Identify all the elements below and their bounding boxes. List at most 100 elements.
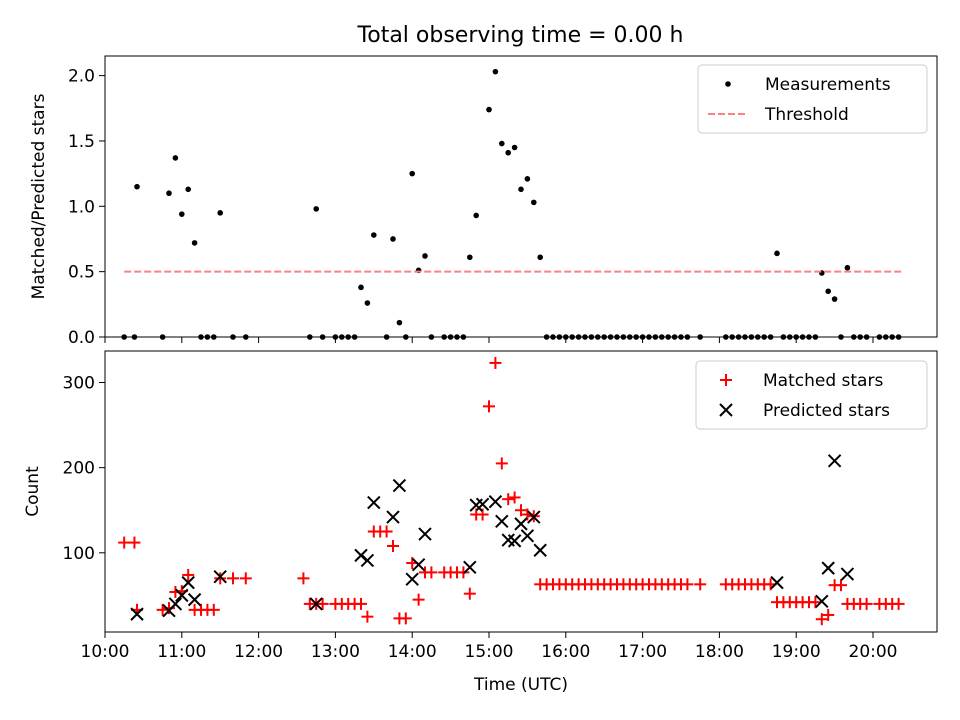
y-tick-label: 1.5: [68, 132, 95, 152]
matched-stars-point: [399, 612, 412, 625]
matched-stars-point: [380, 525, 393, 538]
predicted-stars-point: [367, 495, 381, 510]
legend-predicted-marker: [719, 403, 733, 417]
measurement-point: [217, 210, 223, 216]
matched-stars-point: [214, 572, 227, 585]
predicted-stars-point: [175, 588, 189, 603]
bottom-x-axis-label: Time (UTC): [473, 675, 568, 695]
predicted-stars-point: [168, 597, 183, 611]
measurement-point: [422, 253, 428, 259]
measurement-point: [518, 186, 524, 193]
predicted-stars-point: [213, 569, 227, 584]
predicted-stars-point: [187, 592, 202, 607]
matched-stars-point: [463, 587, 476, 600]
matched-stars-point: [835, 579, 847, 592]
matched-stars-point: [508, 491, 521, 504]
predicted-stars-point: [827, 454, 842, 468]
predicted-stars-point: [520, 529, 535, 543]
measurement-point: [364, 300, 371, 306]
y-tick-label: 300: [63, 374, 95, 394]
predicted-stars-point: [405, 572, 419, 586]
measurement-point: [524, 176, 531, 182]
matched-stars-point: [860, 597, 873, 610]
bottom-y-axis-label: Count: [23, 466, 43, 517]
measurement-point: [166, 190, 172, 197]
y-tick-label: 2.0: [68, 67, 95, 87]
legend-measurements-label: Measurements: [765, 75, 891, 95]
top-panel-frame: [104, 55, 938, 338]
matched-stars-point: [361, 610, 374, 623]
x-tick-label: 12:00: [234, 642, 283, 662]
measurement-point: [179, 211, 185, 217]
x-tick-label: 14:00: [388, 642, 437, 662]
x-tick-label: 18:00: [695, 642, 744, 662]
matched-stars-point: [412, 593, 425, 606]
bottom-panel: 100 200 300 10:00 11:00 12:00 13:00 14:00 15:00…: [23, 350, 938, 695]
measurement-point: [390, 236, 396, 242]
predicted-stars-point: [821, 561, 835, 575]
measurement-point: [172, 155, 179, 161]
predicted-stars-point: [309, 597, 323, 611]
top-y-ticks: 0.0 0.5 1.0 1.5 2.0: [68, 67, 105, 348]
predicted-stars-point: [514, 517, 528, 531]
matched-stars-point: [156, 603, 169, 616]
y-tick-label: 100: [63, 544, 95, 564]
matched-stars-point: [483, 400, 495, 413]
matched-stars-point: [822, 608, 835, 621]
legend-threshold-label: Threshold: [764, 105, 849, 125]
legend-matched-marker: [720, 374, 732, 386]
measurement-point: [467, 254, 473, 261]
top-chart-title: Total observing time = 0.00 h: [357, 23, 684, 48]
matched-stars-point: [502, 493, 515, 506]
measurement-point: [409, 170, 416, 177]
matched-stars-point: [297, 572, 310, 585]
measurement-point: [396, 319, 403, 326]
predicted-stars-point: [418, 527, 432, 541]
legend-measurements-marker: [725, 81, 731, 87]
y-tick-label: 0.0: [68, 328, 95, 348]
measurement-point: [825, 288, 831, 295]
measurement-point: [486, 106, 492, 113]
matched-stars-point: [495, 457, 508, 470]
matched-stars-point: [227, 572, 239, 585]
measurement-point: [831, 296, 838, 302]
top-legend-box: [697, 64, 928, 134]
matched-stars-point: [118, 536, 131, 549]
predicted-stars-point: [360, 553, 375, 568]
top-legend: Measurements Threshold: [697, 64, 928, 134]
measurement-point: [537, 254, 543, 261]
measurement-point: [531, 199, 537, 206]
x-tick-label: 13:00: [311, 642, 360, 662]
top-x-ticks: [104, 337, 874, 343]
matched-stars-point: [387, 539, 399, 552]
matched-stars-point: [239, 572, 252, 585]
matched-stars-point: [316, 597, 329, 610]
matched-stars-point: [163, 602, 175, 615]
measurement-point: [313, 206, 320, 212]
predicted-stars-point: [130, 607, 144, 621]
predicted-stars-point: [495, 514, 509, 529]
bottom-x-ticks: 10:00 11:00 12:00 13:00 14:00 15:00 16:00 17:00…: [81, 632, 898, 662]
matched-stars-point: [809, 596, 822, 609]
x-tick-label: 16:00: [541, 642, 590, 662]
matched-stars-point: [425, 566, 438, 579]
matched-stars-point: [207, 603, 220, 616]
matched-stars-point: [128, 536, 141, 549]
measurement-point: [844, 264, 851, 271]
predicted-stars-point: [770, 575, 784, 590]
predicted-stars-point: [463, 560, 477, 574]
top-y-axis-label: Matched/Predicted stars: [29, 93, 49, 299]
predicted-stars-point: [815, 594, 829, 609]
matched-stars-point: [681, 578, 694, 591]
matched-stars-point: [355, 597, 367, 610]
predicted-stars-point: [527, 510, 541, 524]
matched-stars-point: [489, 356, 502, 369]
y-tick-label: 200: [63, 459, 95, 479]
matched-stars-point: [892, 597, 905, 610]
x-tick-label: 19:00: [772, 642, 821, 662]
x-tick-label: 20:00: [849, 642, 898, 662]
measurement-point: [473, 212, 480, 219]
bottom-panel-marks: [118, 356, 905, 626]
predicted-stars-point: [840, 567, 855, 581]
